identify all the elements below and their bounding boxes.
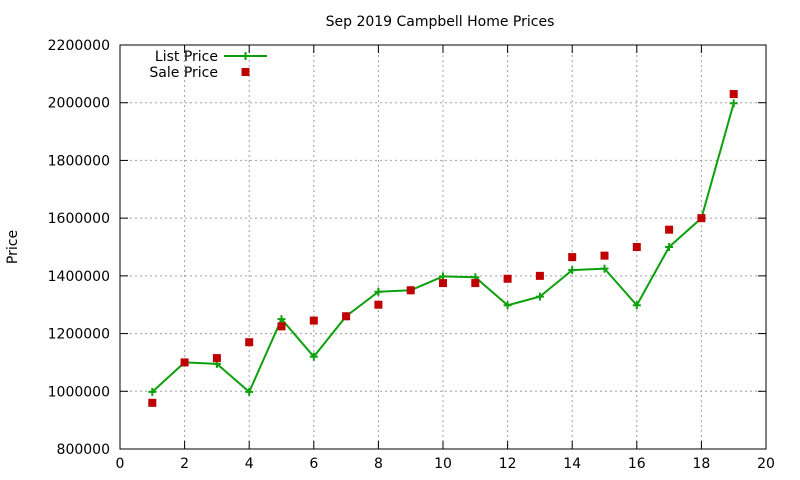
axis-ticks: 0 2 4 6 8 10 12 14 16 18 20 800000 1000000 1200000 140… xyxy=(48,38,775,472)
y-axis-label: Price xyxy=(5,230,21,264)
sale-price-point xyxy=(697,214,706,223)
legend-label: List Price xyxy=(155,49,218,65)
y-tick-label: 1200000 xyxy=(48,327,110,343)
sale-price-point xyxy=(665,225,674,234)
sale-price-point xyxy=(342,312,351,321)
list-price-point xyxy=(309,352,318,361)
series xyxy=(148,90,738,407)
x-tick-label: 6 xyxy=(309,456,318,472)
list-price-point xyxy=(535,292,544,301)
legend-entry: List Price xyxy=(155,49,267,65)
y-tick-label: 1000000 xyxy=(48,384,110,400)
x-tick-label: 14 xyxy=(563,456,581,472)
y-tick-label: 1800000 xyxy=(48,153,110,169)
x-tick-label: 0 xyxy=(116,456,125,472)
x-tick-label: 2 xyxy=(180,456,189,472)
sale-price-point xyxy=(212,354,221,363)
y-tick-label: 800000 xyxy=(57,442,110,458)
x-tick-label: 12 xyxy=(499,456,517,472)
y-tick-label: 1600000 xyxy=(48,211,110,227)
sale-price-point xyxy=(600,251,609,260)
sale-price-point xyxy=(374,300,383,309)
x-tick-label: 10 xyxy=(434,456,452,472)
sale-price-point xyxy=(632,243,641,251)
list-price-point xyxy=(665,243,674,251)
x-tick-label: 20 xyxy=(757,456,775,472)
sale-price-point xyxy=(503,274,512,283)
y-tick-label: 2000000 xyxy=(48,96,110,112)
sale-price-point xyxy=(277,322,286,331)
sale-price-point xyxy=(471,279,480,288)
sale-price-point xyxy=(180,358,189,367)
list-price-point xyxy=(568,266,577,275)
x-tick-label: 8 xyxy=(374,456,383,472)
list-price-point xyxy=(277,315,286,324)
list-price-point xyxy=(245,387,254,396)
x-tick-label: 16 xyxy=(628,456,646,472)
series-sale-price xyxy=(148,90,738,407)
legend-entry: Sale Price xyxy=(149,65,250,81)
sale-price-point xyxy=(309,316,318,325)
legend-label: Sale Price xyxy=(149,65,218,81)
legend-square-swatch xyxy=(241,68,250,76)
sale-price-point xyxy=(729,90,738,99)
list-price-point xyxy=(729,99,738,108)
grid xyxy=(120,45,766,449)
sale-price-point xyxy=(148,398,157,407)
y-tick-label: 1400000 xyxy=(48,269,110,285)
legend-plus-swatch xyxy=(241,52,250,60)
list-price-point xyxy=(503,301,512,310)
x-tick-label: 18 xyxy=(692,456,710,472)
sale-price-point xyxy=(439,279,447,288)
list-price-point xyxy=(632,301,641,310)
list-price-point xyxy=(600,264,609,273)
list-price-point xyxy=(374,287,383,296)
list-price-point xyxy=(148,387,157,396)
sale-price-point xyxy=(535,271,544,280)
sale-price-point xyxy=(245,338,254,347)
chart-title: Sep 2019 Campbell Home Prices xyxy=(326,14,555,30)
y-tick-label: 2200000 xyxy=(48,38,110,54)
sale-price-point xyxy=(406,286,415,295)
sale-price-point xyxy=(568,253,577,262)
x-tick-label: 4 xyxy=(245,456,254,472)
